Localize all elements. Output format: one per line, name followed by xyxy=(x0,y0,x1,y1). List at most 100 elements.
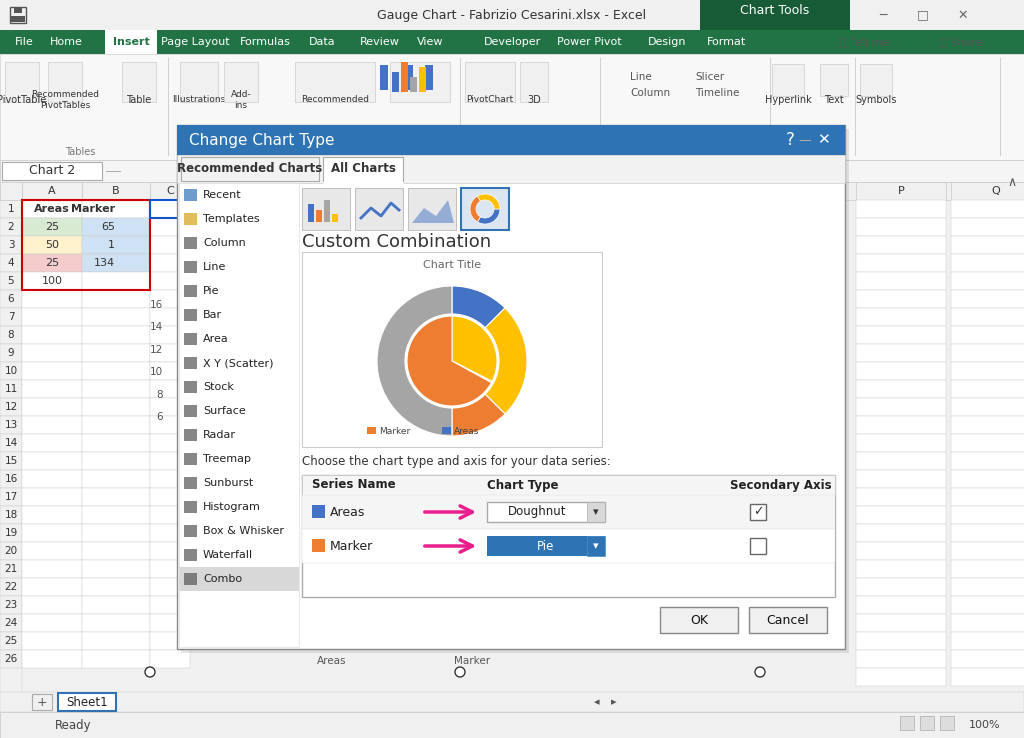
Text: Sunburst: Sunburst xyxy=(203,478,253,488)
Bar xyxy=(48,62,82,102)
Text: 16: 16 xyxy=(150,300,163,310)
Bar xyxy=(181,129,849,653)
Bar xyxy=(0,506,22,524)
Bar xyxy=(150,434,190,452)
Bar xyxy=(856,560,946,578)
Text: 🔗 Share: 🔗 Share xyxy=(940,37,982,47)
Text: Areas: Areas xyxy=(34,204,70,214)
Bar xyxy=(177,155,845,183)
Text: 🔍 Tell me...: 🔍 Tell me... xyxy=(840,37,900,47)
Text: ∧: ∧ xyxy=(1008,176,1017,190)
Text: 13: 13 xyxy=(4,420,17,430)
Text: Combo: Combo xyxy=(203,574,242,584)
Bar xyxy=(951,632,1024,650)
Bar xyxy=(82,182,150,200)
Text: Recommended
PivotTables: Recommended PivotTables xyxy=(31,90,99,110)
Bar xyxy=(150,416,190,434)
Text: Column: Column xyxy=(203,238,246,248)
Text: Data: Data xyxy=(308,37,335,47)
Bar xyxy=(750,538,766,554)
Text: 65: 65 xyxy=(101,222,115,232)
Bar xyxy=(0,398,22,416)
Text: 6: 6 xyxy=(8,294,14,304)
Text: Histogram: Histogram xyxy=(203,502,261,512)
Text: C: C xyxy=(166,186,174,196)
Bar xyxy=(184,285,197,297)
Text: Sheet1: Sheet1 xyxy=(67,695,108,708)
Bar xyxy=(150,380,190,398)
Bar xyxy=(948,5,978,25)
Bar xyxy=(22,560,82,578)
Bar xyxy=(22,470,82,488)
Bar xyxy=(856,326,946,344)
Bar xyxy=(951,200,1024,218)
Bar xyxy=(150,488,190,506)
Bar xyxy=(22,488,82,506)
Bar xyxy=(856,272,946,290)
Bar xyxy=(150,200,190,218)
Bar xyxy=(332,214,338,222)
Bar xyxy=(82,542,150,560)
Bar xyxy=(150,344,190,362)
Bar xyxy=(587,536,605,556)
Bar xyxy=(150,614,190,632)
Bar xyxy=(0,54,1024,160)
Bar xyxy=(951,218,1024,236)
Circle shape xyxy=(755,667,765,677)
Bar xyxy=(184,333,197,345)
Bar xyxy=(22,452,82,470)
Text: Slicer: Slicer xyxy=(695,72,724,82)
Text: 12: 12 xyxy=(150,345,163,355)
Text: B: B xyxy=(113,186,120,196)
Bar xyxy=(312,505,325,518)
Bar xyxy=(184,525,197,537)
Bar xyxy=(184,381,197,393)
Bar xyxy=(951,380,1024,398)
Bar xyxy=(150,272,190,290)
Bar xyxy=(442,427,451,434)
Bar xyxy=(82,506,150,524)
Text: Add-
ins: Add- ins xyxy=(230,90,251,110)
Bar xyxy=(82,380,150,398)
Text: Insert: Insert xyxy=(113,37,150,47)
Bar xyxy=(323,157,403,183)
Text: Line: Line xyxy=(630,72,651,82)
Bar xyxy=(184,237,197,249)
Bar xyxy=(22,578,82,596)
Bar xyxy=(367,427,376,434)
Bar xyxy=(465,62,515,102)
Bar xyxy=(401,62,408,92)
Bar xyxy=(856,632,946,650)
Text: ▾: ▾ xyxy=(593,507,599,517)
Bar xyxy=(856,200,946,218)
Bar xyxy=(0,0,1024,30)
Bar xyxy=(951,578,1024,596)
Bar xyxy=(0,712,1024,738)
Bar xyxy=(184,453,197,465)
Bar xyxy=(150,398,190,416)
Bar xyxy=(184,477,197,489)
Bar xyxy=(856,434,946,452)
Bar xyxy=(295,62,375,102)
Bar xyxy=(22,362,82,380)
Text: 24: 24 xyxy=(4,618,17,628)
Text: 5: 5 xyxy=(8,276,14,286)
Bar xyxy=(951,326,1024,344)
Bar xyxy=(856,452,946,470)
Wedge shape xyxy=(485,308,527,414)
Text: Timeline: Timeline xyxy=(695,88,739,98)
Text: 12: 12 xyxy=(4,402,17,412)
Polygon shape xyxy=(412,200,454,223)
Bar xyxy=(22,524,82,542)
Bar xyxy=(22,218,82,236)
Bar xyxy=(0,308,22,326)
Bar xyxy=(150,218,190,236)
Bar xyxy=(856,596,946,614)
Bar xyxy=(82,578,150,596)
Bar xyxy=(406,82,413,90)
Bar xyxy=(0,200,22,218)
Text: Recommended: Recommended xyxy=(301,95,369,105)
Bar xyxy=(856,218,946,236)
Bar xyxy=(177,125,845,649)
Bar xyxy=(150,452,190,470)
